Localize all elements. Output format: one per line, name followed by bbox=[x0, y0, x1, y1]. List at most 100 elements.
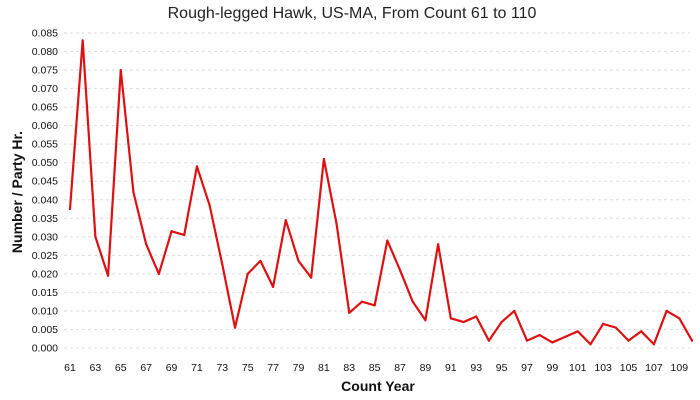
data-point bbox=[678, 317, 681, 320]
y-tick-label: 0.020 bbox=[32, 268, 58, 280]
data-point bbox=[259, 259, 262, 263]
x-tick-label: 103 bbox=[594, 362, 612, 374]
data-point bbox=[81, 39, 84, 42]
x-tick-label: 61 bbox=[64, 362, 76, 374]
x-tick-label: 83 bbox=[343, 362, 355, 374]
y-tick-label: 0.025 bbox=[32, 250, 58, 262]
y-tick-label: 0.010 bbox=[32, 305, 58, 317]
data-point bbox=[538, 333, 541, 337]
data-point bbox=[551, 341, 554, 344]
y-axis-ticks: 0.000 0.005 0.010 0.015 0.020 0.025 0.030 0.035… bbox=[32, 28, 58, 355]
y-tick-label: 0.015 bbox=[32, 287, 58, 299]
x-tick-label: 87 bbox=[394, 362, 406, 374]
x-tick-label: 79 bbox=[293, 362, 305, 374]
data-point bbox=[513, 309, 516, 313]
data-point bbox=[322, 157, 325, 161]
x-tick-label: 65 bbox=[115, 362, 127, 374]
data-point bbox=[411, 300, 414, 303]
x-tick-label: 107 bbox=[645, 362, 663, 374]
y-tick-label: 0.045 bbox=[32, 176, 58, 188]
grid-layer bbox=[64, 32, 690, 349]
x-tick-label: 71 bbox=[191, 362, 203, 374]
data-point bbox=[475, 315, 478, 318]
series-layer bbox=[68, 39, 694, 346]
data-point bbox=[602, 322, 605, 326]
data-point bbox=[627, 339, 630, 342]
data-point bbox=[145, 243, 148, 246]
y-tick-label: 0.005 bbox=[32, 324, 58, 336]
x-tick-label: 73 bbox=[216, 362, 228, 374]
data-point bbox=[373, 304, 376, 307]
data-point bbox=[437, 243, 440, 246]
y-tick-label: 0.060 bbox=[32, 120, 58, 132]
x-tick-label: 67 bbox=[140, 362, 152, 374]
x-axis-ticks: 61 63 65 67 69 71 73 75 77 79 81 83 85 87 89 91 93 95 97 99… bbox=[64, 362, 688, 374]
data-point bbox=[195, 165, 199, 168]
x-tick-label: 63 bbox=[90, 362, 102, 374]
x-tick-label: 81 bbox=[318, 362, 330, 374]
x-tick-label: 85 bbox=[369, 362, 381, 374]
data-point bbox=[68, 207, 72, 211]
data-point bbox=[132, 191, 135, 194]
data-point bbox=[94, 235, 97, 238]
y-tick-label: 0.075 bbox=[32, 65, 58, 77]
data-point bbox=[246, 272, 249, 275]
data-point bbox=[563, 335, 567, 338]
y-tick-label: 0.085 bbox=[32, 28, 58, 40]
data-point bbox=[424, 319, 427, 322]
x-tick-label: 75 bbox=[242, 362, 254, 374]
data-point bbox=[183, 233, 186, 237]
data-point bbox=[272, 285, 275, 288]
x-tick-label: 95 bbox=[496, 362, 508, 374]
x-tick-label: 101 bbox=[569, 362, 587, 374]
data-point bbox=[170, 230, 173, 233]
x-tick-label: 99 bbox=[547, 362, 559, 374]
data-point bbox=[310, 276, 313, 279]
x-tick-label: 105 bbox=[620, 362, 638, 374]
x-tick-label: 97 bbox=[521, 362, 533, 374]
data-point bbox=[487, 339, 490, 342]
y-tick-label: 0.030 bbox=[32, 231, 58, 243]
y-tick-label: 0.065 bbox=[32, 102, 58, 114]
data-point bbox=[690, 339, 694, 342]
data-point bbox=[119, 68, 122, 72]
x-tick-label: 89 bbox=[420, 362, 432, 374]
data-point bbox=[297, 259, 300, 263]
data-point bbox=[335, 222, 338, 225]
x-tick-label: 77 bbox=[267, 362, 279, 374]
data-point bbox=[157, 272, 160, 275]
y-tick-label: 0.000 bbox=[32, 343, 58, 355]
y-tick-label: 0.050 bbox=[32, 157, 58, 169]
data-point bbox=[106, 274, 110, 277]
data-point bbox=[525, 339, 529, 342]
chart-title: Rough-legged Hawk, US-MA, From Count 61 … bbox=[168, 5, 537, 22]
y-tick-label: 0.070 bbox=[32, 83, 58, 95]
x-tick-label: 93 bbox=[470, 362, 482, 374]
x-axis-title: Count Year bbox=[341, 378, 415, 394]
x-tick-label: 109 bbox=[671, 362, 689, 374]
data-point bbox=[589, 343, 592, 346]
data-point bbox=[665, 309, 668, 313]
y-axis-title: Number / Party Hr. bbox=[9, 131, 25, 253]
series-line bbox=[68, 39, 694, 346]
data-point bbox=[221, 263, 224, 266]
y-tick-label: 0.080 bbox=[32, 46, 58, 58]
data-point bbox=[614, 326, 617, 329]
x-tick-label: 91 bbox=[445, 362, 457, 374]
x-tick-label: 69 bbox=[166, 362, 178, 374]
y-tick-label: 0.035 bbox=[32, 213, 58, 225]
data-point bbox=[348, 311, 351, 314]
data-point bbox=[576, 330, 579, 333]
data-point bbox=[284, 219, 287, 222]
data-point bbox=[386, 239, 389, 242]
data-point bbox=[233, 326, 237, 329]
data-point bbox=[449, 317, 452, 320]
data-point bbox=[640, 330, 643, 333]
y-tick-label: 0.040 bbox=[32, 194, 58, 206]
data-point bbox=[500, 320, 503, 324]
y-tick-label: 0.055 bbox=[32, 139, 58, 151]
data-point bbox=[398, 269, 402, 272]
data-point bbox=[652, 343, 656, 346]
